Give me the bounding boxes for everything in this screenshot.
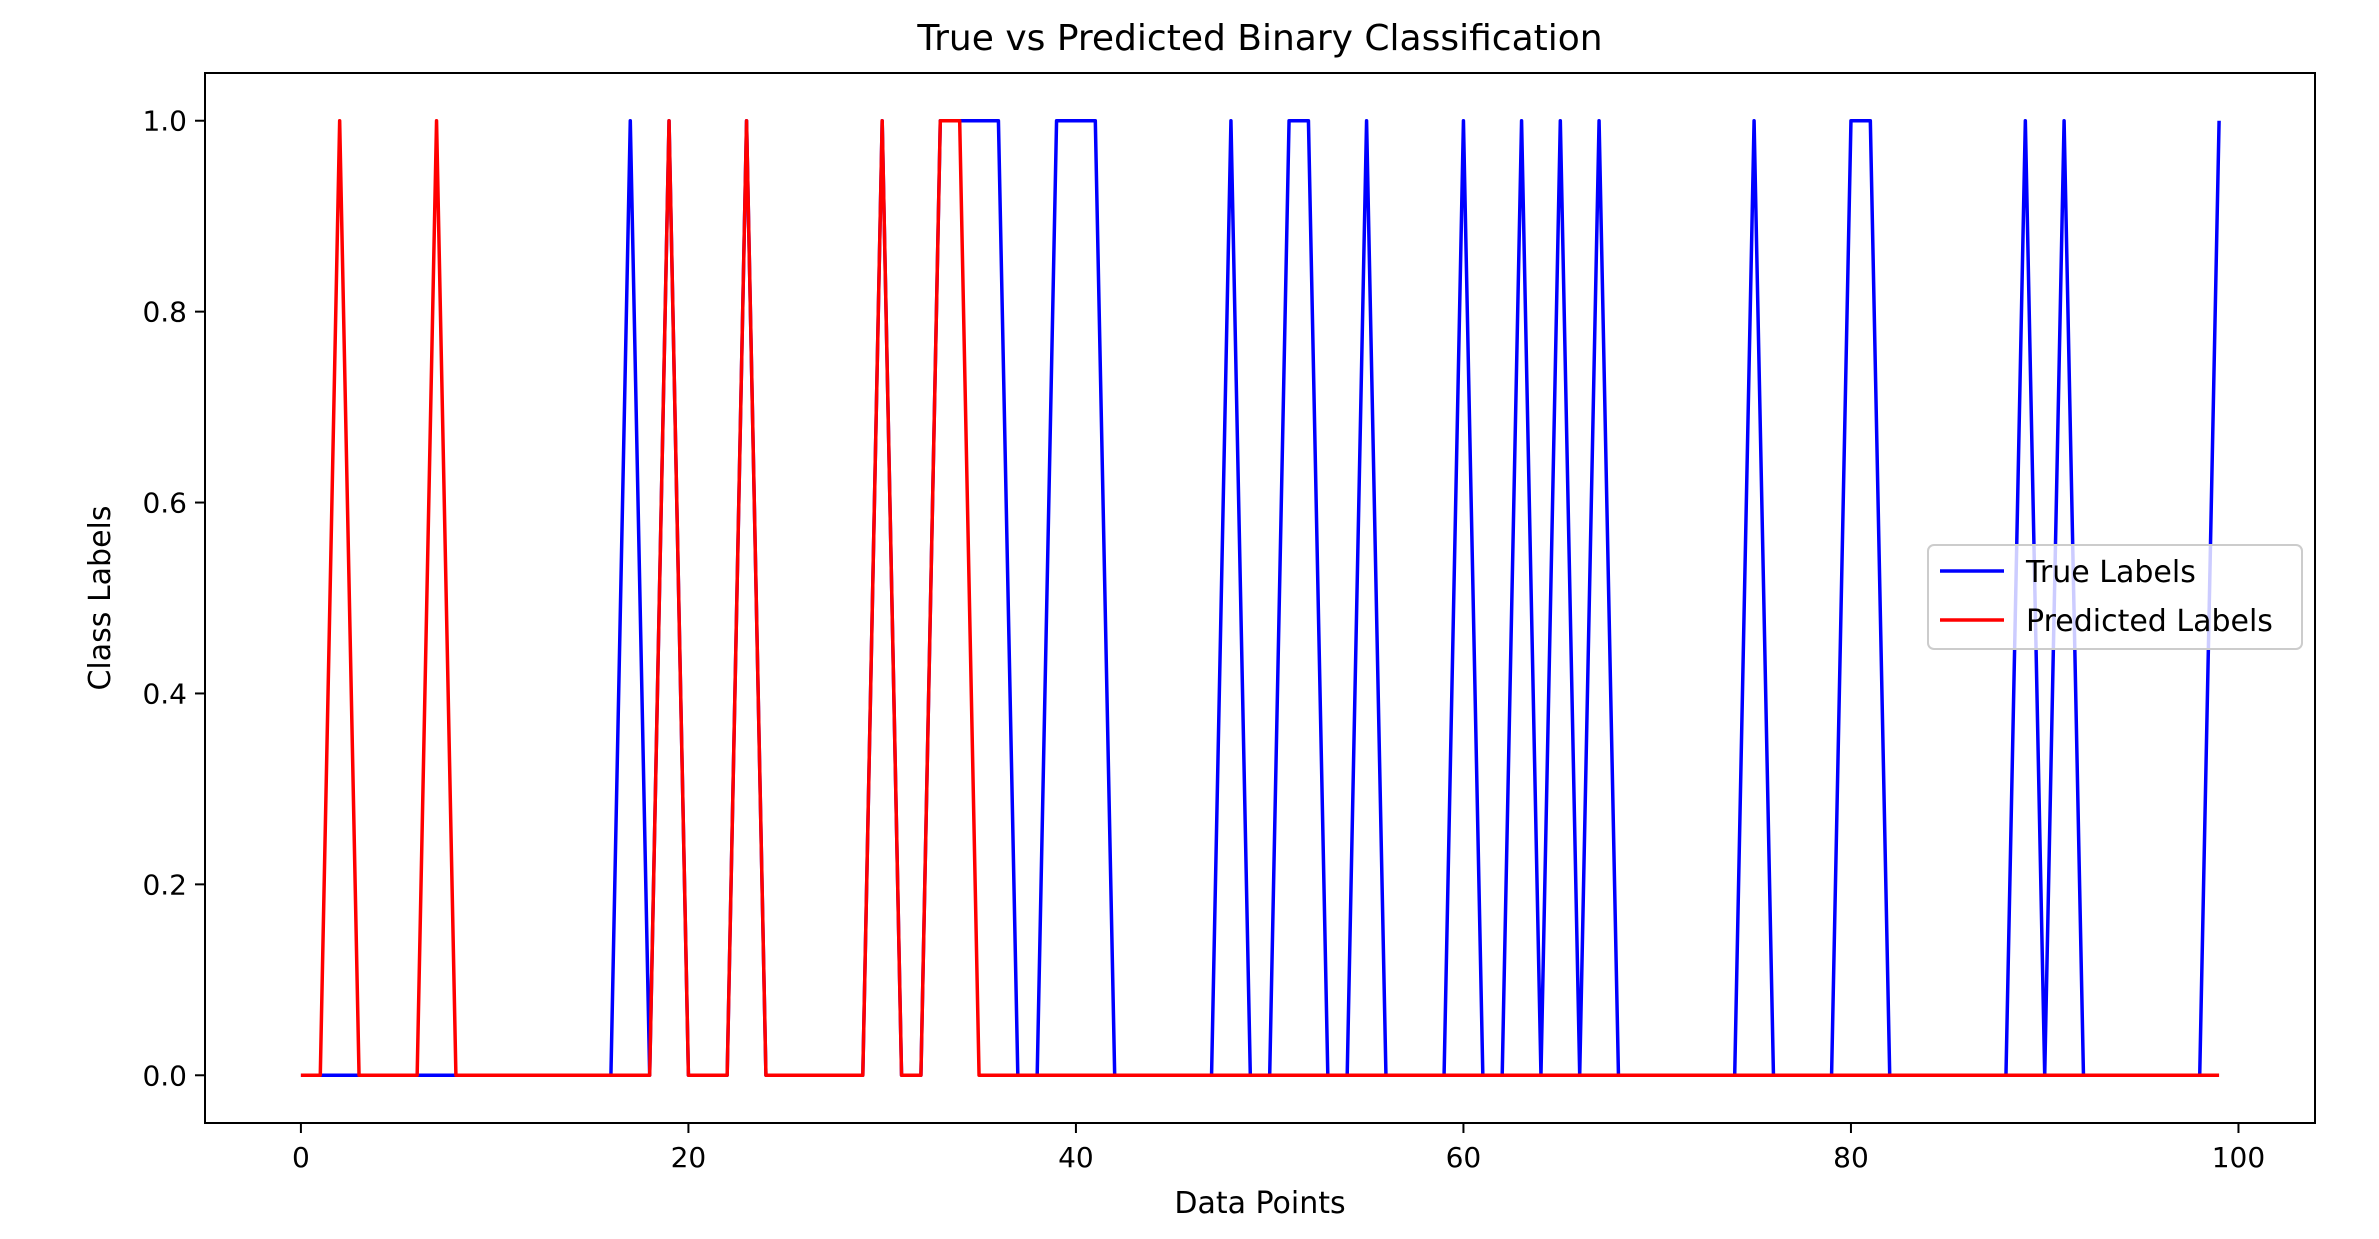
y-tick-label: 0.0 xyxy=(142,1059,187,1092)
legend: True Labels Predicted Labels xyxy=(1927,544,2303,650)
y-tick-label: 0.2 xyxy=(142,868,187,901)
y-tick-label: 0.6 xyxy=(142,487,187,520)
y-tick-label: 0.8 xyxy=(142,296,187,329)
y-axis: 0.0 0.2 0.4 0.6 0.8 1.0 xyxy=(142,105,205,1092)
chart-title: True vs Predicted Binary Classification xyxy=(916,18,1602,59)
plot-frame xyxy=(204,72,2316,1124)
legend-label-predicted-labels: Predicted Labels xyxy=(2026,604,2273,639)
plot-area xyxy=(300,118,2221,1078)
legend-frame xyxy=(1927,544,2303,650)
x-tick-label: 60 xyxy=(1446,1141,1482,1174)
x-axis-label: Data Points xyxy=(1174,1186,1345,1221)
x-tick-label: 80 xyxy=(1833,1141,1869,1174)
y-axis-label: Class Labels xyxy=(83,505,118,690)
series-line-predicted-labels xyxy=(300,118,2220,1078)
x-tick-label: 100 xyxy=(2212,1141,2265,1174)
x-tick-label: 0 xyxy=(292,1141,310,1174)
x-tick-label: 40 xyxy=(1058,1141,1094,1174)
y-tick-label: 0.4 xyxy=(142,677,187,710)
series-layer xyxy=(300,118,2221,1078)
x-tick-label: 20 xyxy=(671,1141,707,1174)
x-axis: 0 20 40 60 80 100 xyxy=(292,1123,2265,1174)
y-tick-label: 1.0 xyxy=(142,105,187,138)
legend-label-true-labels: True Labels xyxy=(2025,555,2196,590)
